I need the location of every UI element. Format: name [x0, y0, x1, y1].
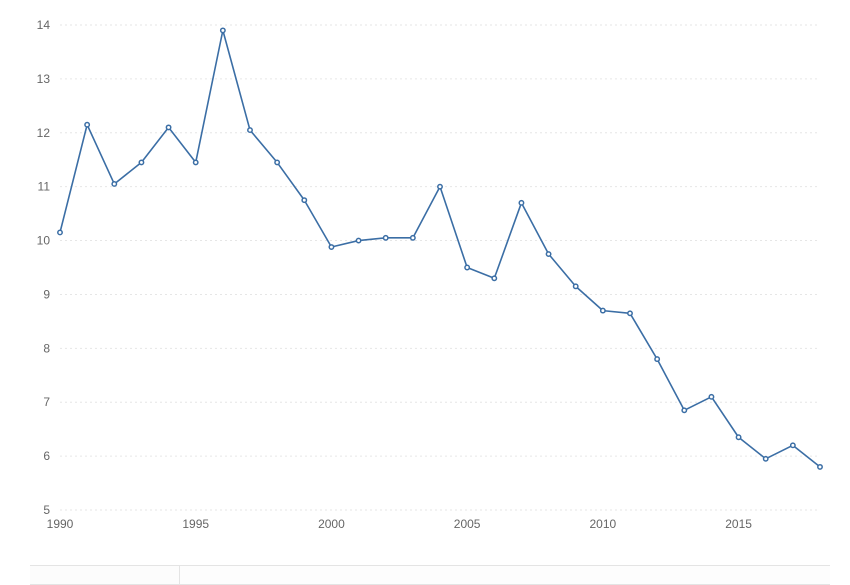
series-marker [194, 160, 198, 164]
series-marker [655, 357, 659, 361]
y-tick-label: 13 [37, 72, 51, 86]
series-marker [356, 238, 360, 242]
y-tick-label: 10 [37, 234, 51, 248]
series-marker [58, 230, 62, 234]
y-tick-label: 5 [43, 503, 50, 517]
y-tick-label: 9 [43, 287, 50, 301]
y-tick-label: 7 [43, 395, 50, 409]
x-tick-label: 2015 [725, 517, 752, 531]
series-marker [302, 198, 306, 202]
footer-cell-left [30, 565, 180, 585]
series-marker [682, 408, 686, 412]
series-marker [492, 276, 496, 280]
series-marker [384, 236, 388, 240]
series-marker [166, 125, 170, 129]
series-marker [519, 201, 523, 205]
x-tick-label: 2000 [318, 517, 345, 531]
x-tick-label: 2010 [590, 517, 617, 531]
series-marker [601, 308, 605, 312]
x-tick-label: 1995 [182, 517, 209, 531]
y-tick-label: 12 [37, 126, 51, 140]
y-tick-label: 8 [43, 341, 50, 355]
series-marker [709, 395, 713, 399]
series-marker [329, 245, 333, 249]
y-tick-label: 14 [37, 18, 51, 32]
series-marker [112, 182, 116, 186]
x-tick-label: 1990 [47, 517, 74, 531]
line-chart: 5 6 7 8 9 10 11 12 13 14 1990 1995 2000 2005 2010 2015 [0, 0, 850, 585]
footer-cell-right [180, 565, 830, 585]
series-marker [546, 252, 550, 256]
series-marker [791, 443, 795, 447]
series-marker [574, 284, 578, 288]
y-tick-label: 11 [38, 180, 51, 194]
footer-strip [30, 565, 830, 585]
chart-svg: 5 6 7 8 9 10 11 12 13 14 1990 1995 2000 2005 2010 2015 [0, 0, 850, 585]
series-marker [248, 128, 252, 132]
series-marker [465, 265, 469, 269]
series-marker [818, 465, 822, 469]
series-marker [628, 311, 632, 315]
series-marker [85, 122, 89, 126]
series-marker [139, 160, 143, 164]
series-marker [275, 160, 279, 164]
x-tick-label: 2005 [454, 517, 481, 531]
series-line [60, 30, 820, 467]
series-marker [438, 184, 442, 188]
y-tick-label: 6 [43, 449, 50, 463]
series-marker [411, 236, 415, 240]
series-marker [764, 457, 768, 461]
series-marker [221, 28, 225, 32]
series-marker [736, 435, 740, 439]
